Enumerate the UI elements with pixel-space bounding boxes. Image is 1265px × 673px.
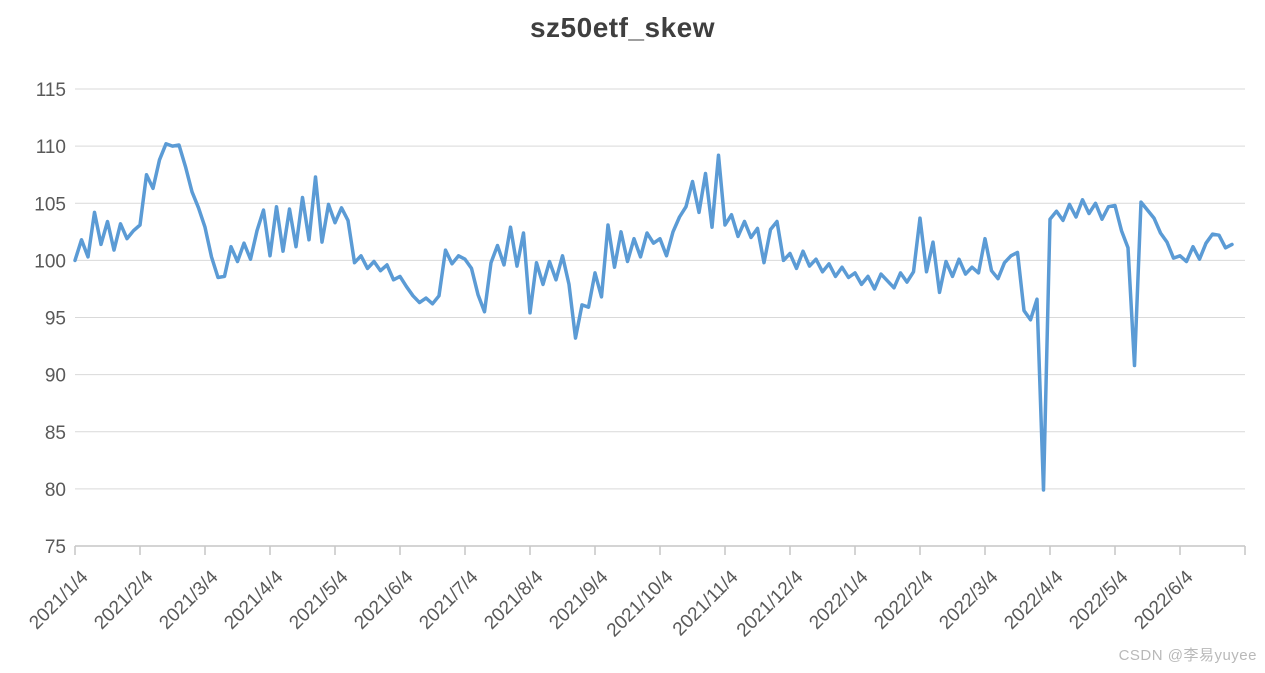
x-tick-label: 2021/5/4 bbox=[285, 566, 352, 633]
y-tick-label: 110 bbox=[36, 137, 66, 158]
series-line-sz50etf-skew bbox=[73, 142, 1234, 492]
x-tick-label: 2021/4/4 bbox=[220, 566, 287, 633]
x-tick-label: 2022/5/4 bbox=[1065, 566, 1132, 633]
y-tick-label: 95 bbox=[45, 309, 66, 330]
y-tick-label: 85 bbox=[45, 423, 66, 444]
x-tick-label: 2021/6/4 bbox=[350, 566, 417, 633]
chart-title: sz50etf_skew bbox=[529, 12, 715, 43]
x-tick-label: 2022/1/4 bbox=[805, 566, 872, 633]
y-tick-label: 100 bbox=[34, 251, 66, 272]
x-tick-label: 2021/2/4 bbox=[90, 566, 157, 633]
x-tick-label: 2021/12/4 bbox=[733, 566, 808, 641]
x-tick-label: 2021/9/4 bbox=[545, 566, 612, 633]
y-tick-label: 75 bbox=[45, 537, 66, 558]
x-tick-label: 2022/4/4 bbox=[1000, 566, 1067, 633]
y-tick-label: 115 bbox=[36, 80, 66, 101]
x-tick-label: 2021/11/4 bbox=[669, 566, 743, 640]
x-tick-label: 2021/3/4 bbox=[155, 566, 222, 633]
y-tick-label: 105 bbox=[34, 194, 66, 215]
x-tick-label: 2022/2/4 bbox=[870, 566, 937, 633]
x-tick-label: 2021/1/4 bbox=[25, 566, 92, 633]
x-tick-label: 2021/10/4 bbox=[603, 566, 678, 641]
x-tick-label: 2021/7/4 bbox=[415, 566, 482, 633]
y-tick-label: 90 bbox=[45, 366, 66, 387]
x-tick-label: 2022/6/4 bbox=[1130, 566, 1197, 633]
x-tick-label: 2021/8/4 bbox=[480, 566, 547, 633]
y-tick-label: 80 bbox=[45, 480, 66, 501]
x-tick-label: 2022/3/4 bbox=[935, 566, 1002, 633]
watermark: CSDN @李易yuyee bbox=[1118, 647, 1257, 664]
